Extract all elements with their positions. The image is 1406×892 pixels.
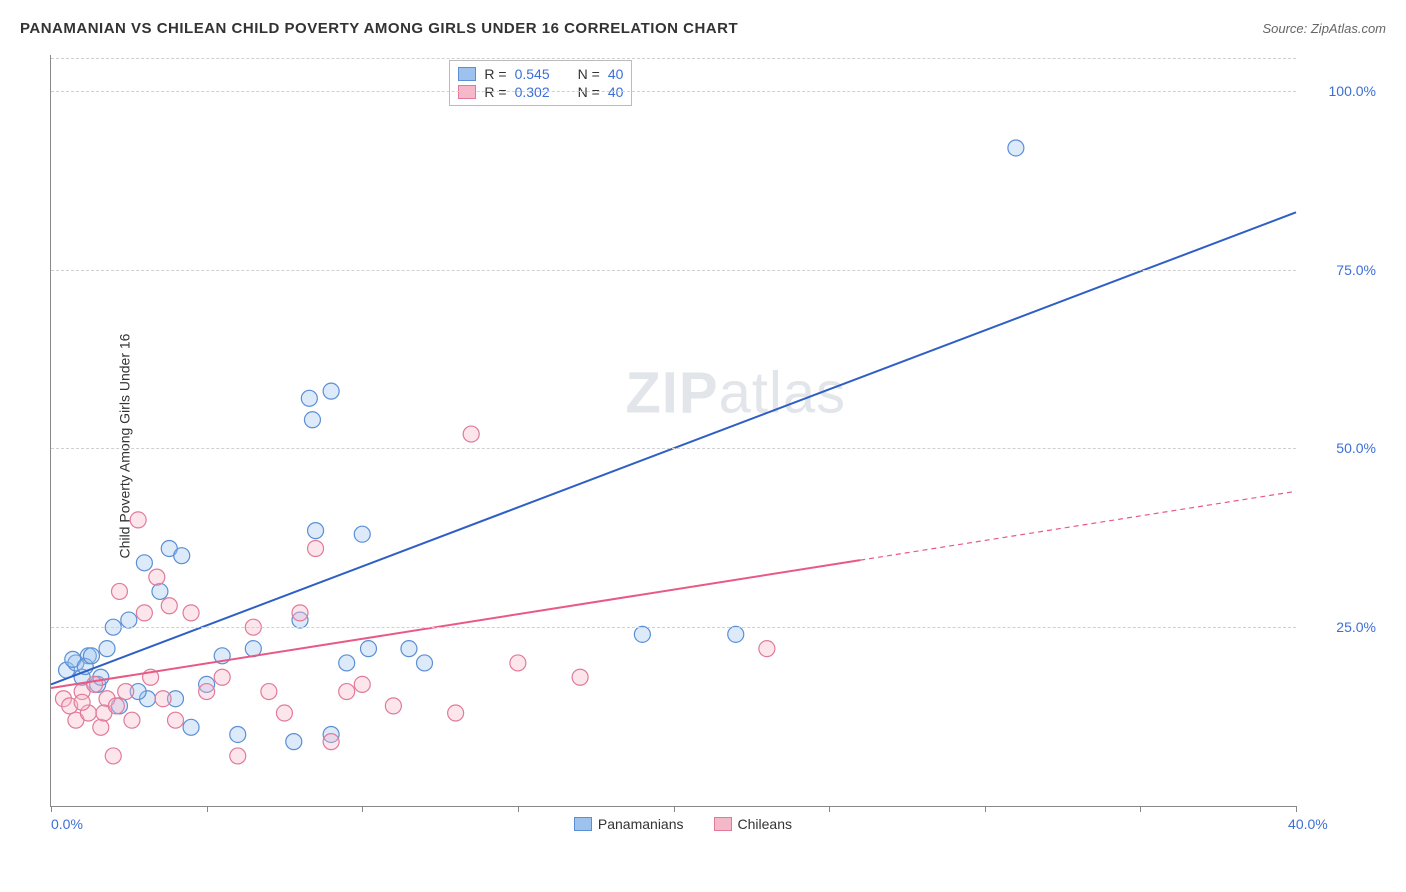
scatter-point (230, 748, 246, 764)
scatter-point (214, 669, 230, 685)
scatter-point (510, 655, 526, 671)
scatter-point (74, 694, 90, 710)
legend-swatch (458, 85, 476, 99)
x-tick-mark (1296, 806, 1297, 812)
scatter-point (304, 412, 320, 428)
scatter-point (308, 523, 324, 539)
scatter-point (292, 605, 308, 621)
scatter-point (174, 548, 190, 564)
scatter-point (230, 726, 246, 742)
scatter-point (286, 734, 302, 750)
x-tick-label: 40.0% (1288, 816, 1328, 832)
x-tick-mark (1140, 806, 1141, 812)
scatter-point (136, 605, 152, 621)
scatter-point (463, 426, 479, 442)
y-tick-label: 25.0% (1306, 619, 1376, 635)
x-tick-mark (985, 806, 986, 812)
scatter-point (108, 698, 124, 714)
r-value: 0.302 (515, 84, 550, 100)
scatter-point (87, 676, 103, 692)
r-label: R = (484, 84, 506, 100)
gridline-h (51, 270, 1296, 271)
scatter-point (448, 705, 464, 721)
r-value: 0.545 (515, 66, 550, 82)
y-tick-label: 100.0% (1306, 83, 1376, 99)
stats-legend: R = 0.545 N = 40 R = 0.302 N = 40 (449, 60, 632, 106)
scatter-point (161, 598, 177, 614)
y-tick-label: 50.0% (1306, 440, 1376, 456)
legend-item: Panamanians (574, 816, 684, 832)
legend-swatch (574, 817, 592, 831)
gridline-h (51, 58, 1296, 59)
chart-area: Child Poverty Among Girls Under 16 ZIPat… (50, 55, 1386, 837)
stats-legend-row: R = 0.302 N = 40 (456, 83, 625, 101)
scatter-point (183, 719, 199, 735)
trend-line (51, 560, 860, 688)
scatter-point (339, 684, 355, 700)
scatter-point (130, 512, 146, 528)
scatter-point (183, 605, 199, 621)
scatter-point (118, 684, 134, 700)
plot-region: ZIPatlas R = 0.545N = 40R = 0.302N = 40 … (50, 55, 1296, 807)
scatter-point (339, 655, 355, 671)
x-tick-mark (674, 806, 675, 812)
n-label: N = (578, 66, 600, 82)
scatter-point (759, 641, 775, 657)
x-tick-label: 0.0% (51, 816, 83, 832)
x-tick-mark (51, 806, 52, 812)
r-label: R = (484, 66, 506, 82)
stats-legend-row: R = 0.545 N = 40 (456, 65, 625, 83)
legend-swatch (714, 817, 732, 831)
legend-label: Chileans (738, 816, 792, 832)
scatter-point (401, 641, 417, 657)
scatter-point (417, 655, 433, 671)
scatter-point (93, 719, 109, 735)
gridline-h (51, 448, 1296, 449)
scatter-point (261, 684, 277, 700)
scatter-point (323, 383, 339, 399)
scatter-point (99, 641, 115, 657)
scatter-point (728, 626, 744, 642)
legend-item: Chileans (714, 816, 792, 832)
legend-swatch (458, 67, 476, 81)
scatter-point (301, 390, 317, 406)
scatter-point (354, 526, 370, 542)
scatter-point (136, 555, 152, 571)
scatter-point (152, 583, 168, 599)
legend-label: Panamanians (598, 816, 684, 832)
scatter-point (105, 748, 121, 764)
n-value: 40 (608, 84, 624, 100)
n-value: 40 (608, 66, 624, 82)
gridline-h (51, 627, 1296, 628)
scatter-point (121, 612, 137, 628)
gridline-h (51, 91, 1296, 92)
scatter-point (124, 712, 140, 728)
scatter-point (360, 641, 376, 657)
scatter-point (83, 648, 99, 664)
trend-line-dashed (860, 491, 1296, 560)
x-tick-mark (207, 806, 208, 812)
scatter-point (1008, 140, 1024, 156)
scatter-point (354, 676, 370, 692)
scatter-point (308, 541, 324, 557)
scatter-point (199, 684, 215, 700)
scatter-point (276, 705, 292, 721)
scatter-point (168, 712, 184, 728)
scatter-point (155, 691, 171, 707)
n-label: N = (578, 84, 600, 100)
scatter-point (323, 734, 339, 750)
source-attribution: Source: ZipAtlas.com (1262, 21, 1386, 36)
scatter-svg (51, 55, 1296, 806)
x-tick-mark (518, 806, 519, 812)
chart-title: PANAMANIAN VS CHILEAN CHILD POVERTY AMON… (20, 20, 738, 37)
scatter-point (572, 669, 588, 685)
y-tick-label: 75.0% (1306, 262, 1376, 278)
x-tick-mark (362, 806, 363, 812)
x-tick-mark (829, 806, 830, 812)
series-legend: Panamanians Chileans (574, 816, 792, 832)
scatter-point (385, 698, 401, 714)
scatter-point (149, 569, 165, 585)
scatter-point (111, 583, 127, 599)
scatter-point (634, 626, 650, 642)
